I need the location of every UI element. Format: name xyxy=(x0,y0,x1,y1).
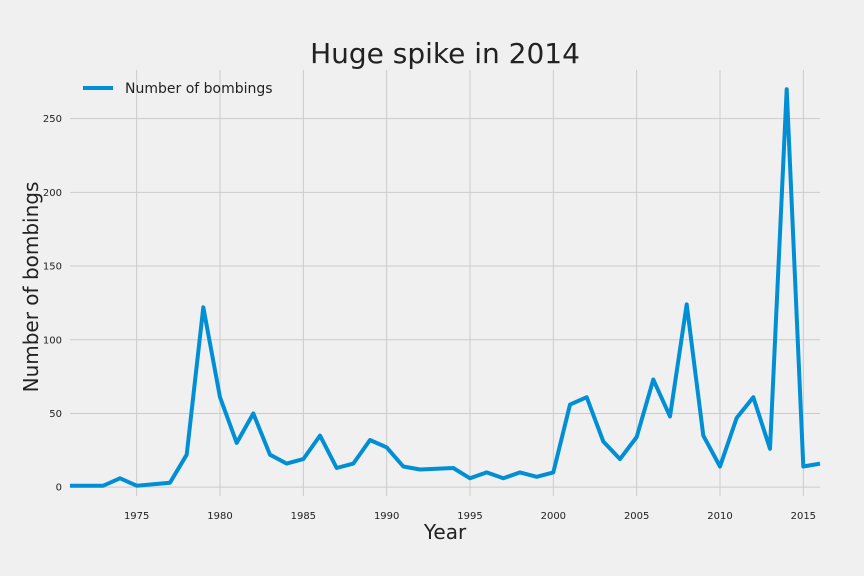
x-axis-title: Year xyxy=(423,520,467,544)
x-tick-label: 2000 xyxy=(541,511,566,522)
y-tick-label: 250 xyxy=(43,114,62,125)
horizontal-gridlines xyxy=(70,118,820,488)
x-tick-label: 1990 xyxy=(374,511,399,522)
legend: Number of bombings xyxy=(83,81,273,97)
y-tick-label: 150 xyxy=(43,262,62,273)
y-tick-label: 0 xyxy=(56,483,62,494)
x-tick-label: 1985 xyxy=(291,511,316,522)
series-layer xyxy=(70,87,821,488)
x-tick-label: 2005 xyxy=(624,511,649,522)
x-tick-label: 1980 xyxy=(207,511,232,522)
y-tick-label: 200 xyxy=(43,188,62,199)
x-tick-label: 2015 xyxy=(791,511,816,522)
x-tick-label: 2010 xyxy=(707,511,732,522)
series-line-0 xyxy=(70,87,821,488)
x-tick-label: 1995 xyxy=(457,511,482,522)
x-tick-label: 1975 xyxy=(124,511,149,522)
x-tick-labels: 1975 1980 1985 1990 1995 2000 2005 2010 2015 xyxy=(124,511,816,522)
chart-title: Huge spike in 2014 xyxy=(310,37,580,70)
y-tick-label: 100 xyxy=(43,335,62,346)
y-tick-label: 50 xyxy=(49,409,62,420)
y-axis-title: Number of bombings xyxy=(19,182,43,393)
vertical-gridlines xyxy=(136,70,804,496)
y-tick-labels: 0 50 100 150 200 250 xyxy=(43,114,62,494)
legend-label: Number of bombings xyxy=(125,81,273,97)
